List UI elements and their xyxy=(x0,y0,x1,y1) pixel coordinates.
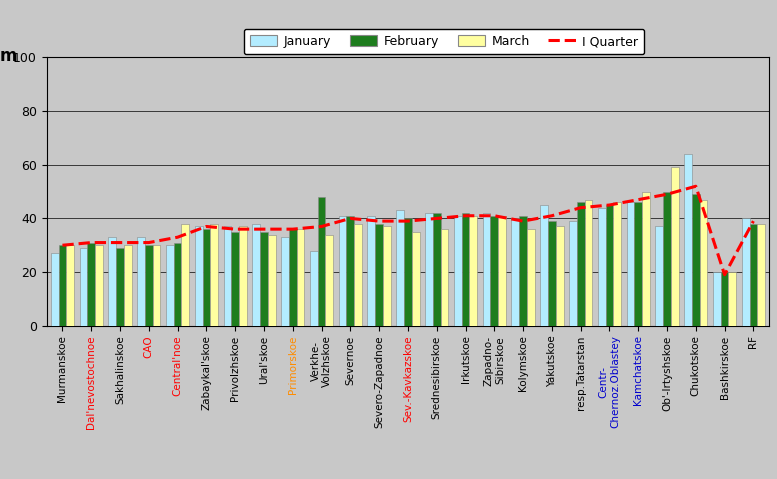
Bar xyxy=(375,224,383,326)
Bar xyxy=(326,235,333,326)
Bar xyxy=(310,251,318,326)
Bar xyxy=(713,272,721,326)
Bar xyxy=(498,216,506,326)
Bar xyxy=(685,154,692,326)
Bar xyxy=(145,245,153,326)
Bar xyxy=(58,245,66,326)
Bar xyxy=(166,245,174,326)
Bar xyxy=(433,213,441,326)
Bar xyxy=(655,227,663,326)
Bar xyxy=(569,221,577,326)
Bar xyxy=(289,229,297,326)
Bar xyxy=(642,192,650,326)
Bar xyxy=(174,242,182,326)
Bar xyxy=(339,216,347,326)
Bar xyxy=(211,224,218,326)
Text: m: m xyxy=(0,47,17,65)
Bar xyxy=(66,245,74,326)
Bar xyxy=(490,216,498,326)
Bar xyxy=(412,232,420,326)
Bar xyxy=(742,218,750,326)
Bar xyxy=(441,229,448,326)
Bar xyxy=(634,202,642,326)
Bar xyxy=(260,232,268,326)
Bar xyxy=(95,245,103,326)
Bar xyxy=(253,224,260,326)
Bar xyxy=(548,221,556,326)
Bar xyxy=(318,197,326,326)
Bar xyxy=(108,237,116,326)
Bar xyxy=(281,237,289,326)
Bar xyxy=(138,237,145,326)
Bar xyxy=(692,194,700,326)
Bar xyxy=(519,216,527,326)
Bar xyxy=(203,229,211,326)
Bar xyxy=(354,224,362,326)
Bar xyxy=(182,224,190,326)
Bar xyxy=(87,242,95,326)
Bar xyxy=(297,229,305,326)
Bar xyxy=(347,216,354,326)
Bar xyxy=(671,168,678,326)
Bar xyxy=(268,235,276,326)
Bar xyxy=(584,200,592,326)
Bar xyxy=(232,232,239,326)
Bar xyxy=(605,205,613,326)
Bar xyxy=(116,248,124,326)
Bar xyxy=(396,210,404,326)
Bar xyxy=(462,213,469,326)
Bar xyxy=(124,245,131,326)
Bar xyxy=(383,227,391,326)
Bar xyxy=(556,227,563,326)
Bar xyxy=(700,200,708,326)
Bar xyxy=(577,202,584,326)
Bar xyxy=(195,227,203,326)
Bar xyxy=(469,216,477,326)
Bar xyxy=(626,202,634,326)
Bar xyxy=(404,218,412,326)
Bar xyxy=(527,229,535,326)
Bar xyxy=(729,272,737,326)
Bar xyxy=(750,224,758,326)
Bar xyxy=(613,202,621,326)
Bar xyxy=(454,216,462,326)
Bar xyxy=(663,192,671,326)
Bar xyxy=(483,213,490,326)
Legend: January, February, March, I Quarter: January, February, March, I Quarter xyxy=(244,29,644,54)
Bar xyxy=(758,224,765,326)
Bar xyxy=(239,227,247,326)
Bar xyxy=(153,245,161,326)
Bar xyxy=(51,253,58,326)
Bar xyxy=(721,272,729,326)
Bar xyxy=(79,248,87,326)
Bar xyxy=(425,213,433,326)
Bar xyxy=(511,218,519,326)
Bar xyxy=(598,208,605,326)
Bar xyxy=(540,205,548,326)
Bar xyxy=(368,216,375,326)
Bar xyxy=(224,227,232,326)
